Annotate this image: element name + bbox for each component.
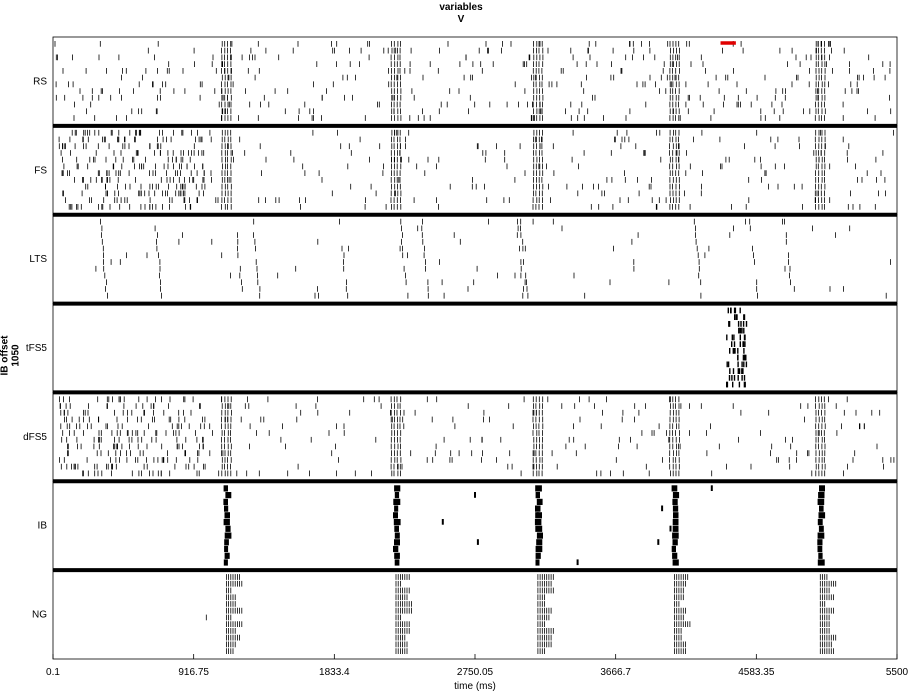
x-tick-label: 1833.4	[319, 667, 350, 678]
x-tick-label: 0.1	[46, 667, 60, 678]
ib-burst	[819, 485, 825, 492]
ib-burst	[394, 492, 400, 499]
x-tick-label: 2750.05	[457, 667, 494, 678]
ib-burst	[536, 539, 543, 546]
ib-burst	[535, 485, 542, 492]
ib-burst	[819, 505, 824, 512]
ib-burst	[672, 559, 679, 566]
ib-burst	[394, 485, 401, 492]
ib-burst	[223, 519, 230, 526]
x-tick-label: 4583.35	[738, 667, 775, 678]
panel-frame	[52, 214, 898, 304]
ib-burst	[224, 552, 230, 559]
ib-burst	[393, 519, 401, 526]
ib-burst	[394, 505, 399, 512]
ib-burst	[536, 532, 543, 539]
ib-burst	[534, 519, 542, 526]
ib-burst	[224, 539, 229, 546]
x-tick-label: 5500	[886, 667, 909, 678]
ib-burst	[672, 525, 679, 532]
panel-frame	[52, 392, 898, 482]
chart-subtitle: V	[457, 14, 465, 25]
ib-burst	[818, 525, 824, 532]
x-tick-label: 3666.7	[600, 667, 631, 678]
panel-label: FS	[34, 165, 47, 176]
ib-burst	[535, 545, 543, 553]
ib-burst	[672, 519, 679, 526]
panel-frame	[52, 36, 898, 127]
ib-burst	[393, 498, 401, 505]
x-tick-label: 916.75	[178, 667, 209, 678]
ib-burst	[672, 492, 680, 499]
ib-burst	[394, 552, 400, 559]
panel-label: tFS5	[26, 343, 48, 354]
ib-burst	[535, 525, 543, 532]
ib-burst	[394, 532, 400, 539]
ib-burst	[672, 552, 678, 559]
ib-burst	[671, 485, 678, 492]
ib-burst	[818, 512, 826, 519]
ib-burst	[672, 532, 679, 539]
ib-burst	[818, 552, 823, 559]
chart-title: variables	[439, 2, 483, 13]
ib-burst	[224, 545, 229, 553]
ib-burst	[535, 559, 540, 566]
ib-burst	[393, 512, 398, 519]
ib-burst	[818, 492, 825, 499]
panel-label: IB	[38, 521, 48, 532]
panel-label: RS	[33, 76, 47, 87]
ib-burst	[393, 545, 399, 553]
panel-frame	[52, 303, 898, 393]
ib-burst	[535, 492, 540, 499]
ib-burst	[673, 512, 679, 519]
ib-burst	[224, 512, 230, 519]
ib-burst	[817, 532, 825, 539]
ib-burst	[224, 532, 232, 539]
ib-burst	[224, 505, 229, 512]
ib-burst	[671, 545, 676, 553]
panel-frame	[52, 569, 898, 660]
ib-burst	[394, 525, 399, 532]
panel-label: NG	[32, 610, 47, 621]
ib-burst	[223, 498, 228, 505]
ib-burst	[817, 539, 823, 546]
panel-label: dFS5	[23, 432, 47, 443]
ib-burst	[817, 498, 825, 505]
ib-burst	[535, 505, 541, 512]
ib-burst	[223, 485, 228, 492]
ib-burst	[672, 498, 678, 505]
ib-burst	[394, 539, 400, 546]
ib-burst	[394, 559, 400, 566]
panel-label: LTS	[29, 254, 47, 265]
ib-burst	[817, 519, 823, 526]
ib-burst	[672, 539, 678, 546]
ib-burst	[536, 498, 543, 505]
x-axis-label: time (ms)	[454, 681, 496, 691]
ib-burst	[817, 545, 823, 553]
ib-burst	[223, 559, 228, 566]
ib-burst	[535, 552, 541, 559]
ib-burst	[225, 492, 232, 499]
ib-burst	[817, 559, 825, 566]
ib-burst	[225, 525, 231, 532]
ib-burst	[672, 505, 679, 512]
